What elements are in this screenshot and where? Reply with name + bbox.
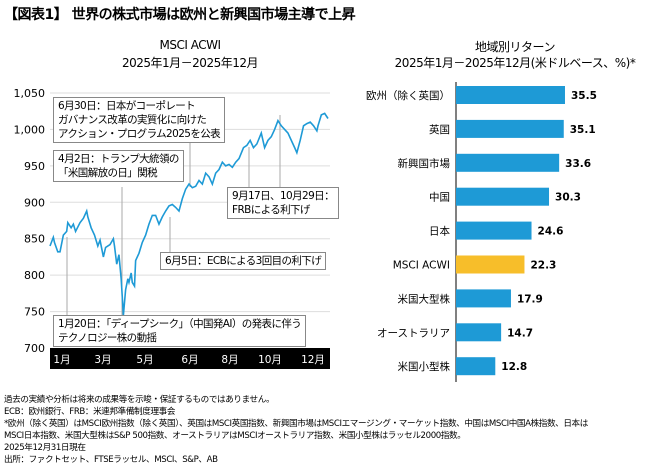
bar [456, 187, 550, 206]
charts-svg: 700 750 800 850 900 950 1,000 1,050 1月 3月 5月 6月 8月 10… [14, 82, 597, 382]
y-tick-label: 850 [24, 233, 45, 246]
line-chart-subtitle: 2025年1月－2025年12月 [122, 56, 258, 70]
bar [456, 221, 532, 240]
value-label: 30.3 [555, 192, 581, 204]
value-label: 14.7 [507, 327, 533, 339]
category-label: 米国小型株 [398, 360, 451, 373]
y-tick-label: 750 [24, 306, 45, 319]
value-label: 17.9 [517, 293, 543, 305]
series-line-msci-acwi [49, 112, 329, 316]
note-indices-1: *欧州（除く英国）はMSCI欧州指数（除く英国）、英国はMSCI英国指数、新興国… [4, 419, 588, 429]
bar [456, 153, 560, 172]
y-tick-label: 900 [24, 196, 45, 209]
category-label: 英国 [429, 123, 450, 136]
category-label: 日本 [429, 225, 450, 238]
x-axis-band [50, 348, 330, 369]
category-label: 中国 [429, 191, 450, 204]
note-indices-2: MSCI日本指数、米国大型株はS&P 500指数、オーストラリアはMSCIオース… [4, 431, 466, 441]
bar-chart-title: 地域別リターン [475, 40, 555, 54]
category-label: 米国大型株 [398, 292, 451, 305]
annotation-april2: 4月2日：トランプ大統領の 「米国解放の日」関税 [53, 150, 184, 182]
bar [456, 357, 496, 376]
value-label: 33.6 [565, 158, 591, 170]
note-abbrev: ECB：欧州銀行、FRB：米連邦準備制度理事会 [4, 407, 176, 417]
value-label: 24.6 [538, 226, 564, 238]
value-label: 35.5 [571, 90, 597, 102]
x-tick-label: 8月 [221, 354, 238, 366]
annotation-june30: 6月30日：日本がコーポレート ガバナンス改革の実質化に向けた アクション・プログラ… [53, 97, 226, 143]
x-tick-label: 5月 [136, 354, 153, 366]
bar [456, 289, 511, 308]
y-tick-label: 1,050 [14, 87, 46, 100]
category-label: MSCI ACWI [393, 260, 450, 272]
category-label: 欧州（除く英国） [366, 89, 450, 102]
y-tick-label: 800 [24, 269, 45, 282]
annotation-deepseek: 1月20日：「ディープシーク」（中国発AI）の発表に伴う テクノロジー株の動揺 [53, 315, 307, 347]
x-tick-label: 6月 [181, 354, 198, 366]
category-label: オーストラリア [377, 327, 450, 339]
note-source: 出所：ファクトセット、FTSEラッセル、MSCI、S&P、AB [4, 455, 218, 465]
x-tick-label: 10月 [258, 354, 282, 366]
category-label: 新興国市場 [398, 157, 451, 170]
value-label: 22.3 [530, 260, 556, 272]
bar-chart-subtitle: 2025年1月－2025年12月(米ドルベース、%)* [394, 56, 636, 70]
value-label: 12.8 [501, 361, 527, 373]
x-tick-label: 3月 [94, 354, 111, 366]
note-date: 2025年12月31日現在 [4, 443, 86, 453]
bar [456, 323, 502, 342]
y-tick-label: 700 [24, 342, 45, 355]
y-tick-label: 950 [24, 160, 45, 173]
x-tick-label: 1月 [53, 354, 70, 366]
line-chart-title: MSCI ACWI [159, 38, 221, 52]
y-tick-label: 1,000 [14, 123, 46, 136]
figure-title: 【図表1】 世界の株式市場は欧州と新興国市場主導で上昇 [4, 7, 356, 23]
bar [456, 255, 525, 274]
bar [456, 86, 565, 104]
bar [456, 119, 564, 138]
x-tick-label: 12月 [301, 354, 325, 366]
note-disclaimer: 過去の実績や分析は将来の成果等を示唆・保証するものではありません。 [4, 395, 275, 405]
annotation-ecb-cut: 6月5日：ECBによる3回目の利下げ [160, 252, 327, 270]
value-label: 35.1 [570, 124, 596, 136]
annotation-fed-cuts: 9月17日、10月29日： FRBによる利下げ [227, 187, 339, 219]
